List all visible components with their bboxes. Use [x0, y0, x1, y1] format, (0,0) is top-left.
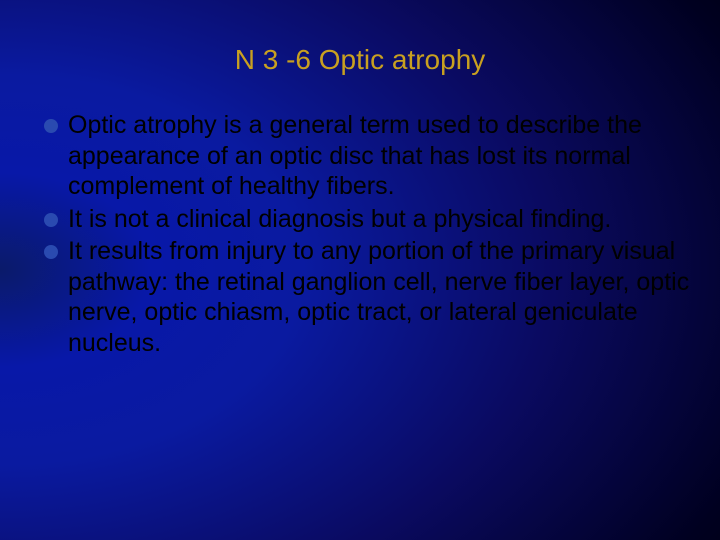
bullet-item: It results from injury to any portion of…	[44, 236, 700, 358]
bullet-icon	[44, 245, 58, 259]
bullet-text: It is not a clinical diagnosis but a phy…	[68, 204, 700, 235]
bullet-text: It results from injury to any portion of…	[68, 236, 700, 358]
bullet-text: Optic atrophy is a general term used to …	[68, 110, 700, 202]
bullet-icon	[44, 119, 58, 133]
slide: N 3 -6 Optic atrophy Optic atrophy is a …	[0, 0, 720, 540]
bullet-item: It is not a clinical diagnosis but a phy…	[44, 204, 700, 235]
slide-body: Optic atrophy is a general term used to …	[44, 110, 700, 360]
bullet-item: Optic atrophy is a general term used to …	[44, 110, 700, 202]
slide-title: N 3 -6 Optic atrophy	[0, 44, 720, 76]
bullet-icon	[44, 213, 58, 227]
